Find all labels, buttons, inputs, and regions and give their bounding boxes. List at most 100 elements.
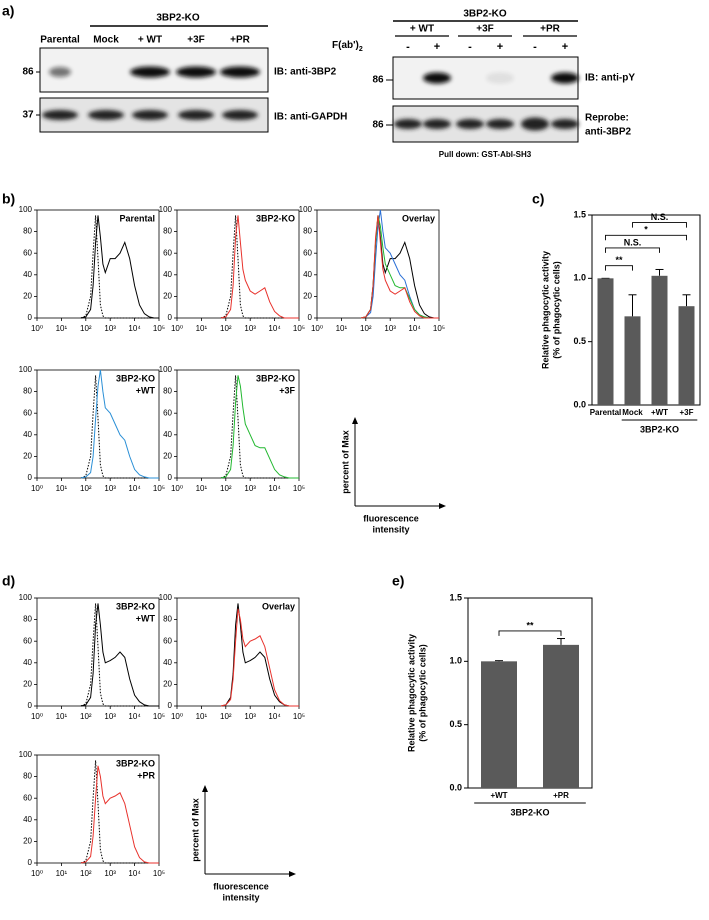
x-tick-label: 10⁵ bbox=[153, 712, 165, 721]
plot-label: +WT bbox=[136, 613, 156, 623]
panel-label: c) bbox=[532, 191, 544, 207]
x-tick-label: 10⁴ bbox=[268, 484, 281, 493]
significance-label: N.S. bbox=[651, 212, 669, 222]
y-tick-label: 20 bbox=[163, 292, 172, 301]
key-x-label: intensity bbox=[372, 524, 409, 534]
x-tick-label: 10⁰ bbox=[31, 324, 43, 333]
plot-label: +3F bbox=[279, 385, 295, 395]
x-tick-label: Parental bbox=[590, 408, 622, 417]
x-tick-label: 10⁰ bbox=[171, 484, 183, 493]
histogram-curve bbox=[80, 215, 159, 319]
x-tick-label: 10⁰ bbox=[171, 712, 183, 721]
plot-label: Overlay bbox=[402, 213, 435, 223]
y-tick-label: 40 bbox=[163, 658, 172, 667]
sign-label: + bbox=[497, 41, 503, 53]
x-tick-label: 10⁰ bbox=[31, 869, 43, 878]
plot-frame bbox=[36, 369, 160, 479]
blot-band bbox=[551, 119, 579, 129]
marker-label: 37 bbox=[22, 110, 34, 121]
significance-label: ** bbox=[526, 620, 534, 630]
lane-label: +3F bbox=[187, 35, 205, 46]
plot-frame bbox=[36, 209, 160, 319]
significance-bracket bbox=[498, 630, 562, 636]
y-tick-label: 40 bbox=[303, 270, 312, 279]
group-label: 3BP2-KO bbox=[640, 424, 679, 434]
y-tick-label: 40 bbox=[23, 430, 32, 439]
y-tick-label: 20 bbox=[23, 837, 32, 846]
plot-label: +WT bbox=[136, 385, 156, 395]
footer-label: Pull down: GST-Abl-SH3 bbox=[439, 150, 532, 159]
lane-label: Parental bbox=[40, 35, 80, 46]
blot-band bbox=[521, 117, 549, 131]
y-tick-label: 60 bbox=[303, 248, 312, 257]
y-tick-label: 40 bbox=[23, 815, 32, 824]
significance-bracket bbox=[605, 265, 633, 271]
x-tick-label: +WT bbox=[490, 791, 507, 800]
plot-label: 3BP2-KO bbox=[256, 213, 295, 223]
significance-label: N.S. bbox=[624, 237, 642, 247]
x-tick-label: 10¹ bbox=[56, 869, 68, 878]
x-tick-label: 10⁴ bbox=[408, 324, 421, 333]
x-tick-label: 10⁴ bbox=[128, 324, 141, 333]
x-tick-label: 10³ bbox=[104, 869, 116, 878]
blot-band bbox=[178, 110, 214, 120]
y-tick-label: 0 bbox=[28, 858, 33, 867]
x-tick-label: 10³ bbox=[244, 712, 256, 721]
y-tick-label: 80 bbox=[23, 227, 32, 236]
treatment: F(ab') bbox=[332, 40, 359, 51]
x-tick-label: +3F bbox=[679, 408, 693, 417]
x-tick-label: 10² bbox=[220, 484, 232, 493]
y-tick-label: 0.5 bbox=[573, 336, 586, 346]
x-tick-label: 10³ bbox=[244, 484, 256, 493]
y-tick-label: 0 bbox=[308, 313, 313, 322]
plot-label: 3BP2-KO bbox=[116, 758, 155, 768]
histogram-curve bbox=[220, 603, 299, 707]
panel-label: b) bbox=[2, 191, 15, 207]
histogram-curve bbox=[80, 603, 159, 707]
blot-band bbox=[88, 110, 124, 120]
y-tick-label: 100 bbox=[19, 750, 33, 759]
sign-label: - bbox=[533, 41, 537, 53]
plot-frame bbox=[36, 597, 160, 707]
x-tick-label: +WT bbox=[651, 408, 668, 417]
x-tick-label: 10⁵ bbox=[433, 324, 445, 333]
bar bbox=[624, 316, 641, 405]
y-tick-label: 40 bbox=[23, 270, 32, 279]
x-tick-label: 10³ bbox=[384, 324, 396, 333]
blot-membrane bbox=[392, 56, 579, 100]
x-tick-label: 10⁰ bbox=[171, 324, 183, 333]
plot-frame bbox=[591, 214, 701, 406]
blot-band bbox=[42, 110, 78, 120]
y-tick-label: 20 bbox=[23, 452, 32, 461]
blot-band bbox=[130, 66, 170, 78]
x-tick-label: 10³ bbox=[244, 324, 256, 333]
y-tick-label: 0 bbox=[168, 701, 173, 710]
x-tick-label: 10¹ bbox=[56, 324, 68, 333]
y-tick-label: 0 bbox=[28, 313, 33, 322]
y-tick-label: 80 bbox=[23, 615, 32, 624]
y-tick-label: 80 bbox=[163, 227, 172, 236]
plot-frame bbox=[316, 209, 440, 319]
bar bbox=[678, 306, 695, 405]
sign-label: + bbox=[434, 41, 440, 53]
plot-frame bbox=[176, 597, 300, 707]
plot-frame bbox=[176, 209, 300, 319]
y-axis-label: (% of phagocytic cells) bbox=[551, 261, 561, 359]
blot-band bbox=[423, 72, 451, 84]
blot-band bbox=[423, 119, 451, 129]
y-axis-label: Relative phagocytic activity bbox=[406, 634, 416, 752]
y-tick-label: 20 bbox=[163, 452, 172, 461]
y-tick-label: 0.5 bbox=[449, 719, 462, 729]
y-tick-label: 1.0 bbox=[449, 656, 462, 666]
y-tick-label: 60 bbox=[163, 408, 172, 417]
y-tick-label: 100 bbox=[299, 205, 313, 214]
sign-label: - bbox=[406, 41, 410, 53]
y-tick-label: 0 bbox=[168, 473, 173, 482]
x-tick-label: 10² bbox=[80, 712, 92, 721]
y-axis-label: (% of phagocytic cells) bbox=[417, 644, 427, 742]
y-tick-label: 60 bbox=[23, 248, 32, 257]
group-label: 3BP2-KO bbox=[510, 807, 549, 817]
blot-band bbox=[176, 66, 216, 78]
x-tick-label: 10³ bbox=[104, 324, 116, 333]
x-tick-label: 10⁵ bbox=[153, 869, 165, 878]
